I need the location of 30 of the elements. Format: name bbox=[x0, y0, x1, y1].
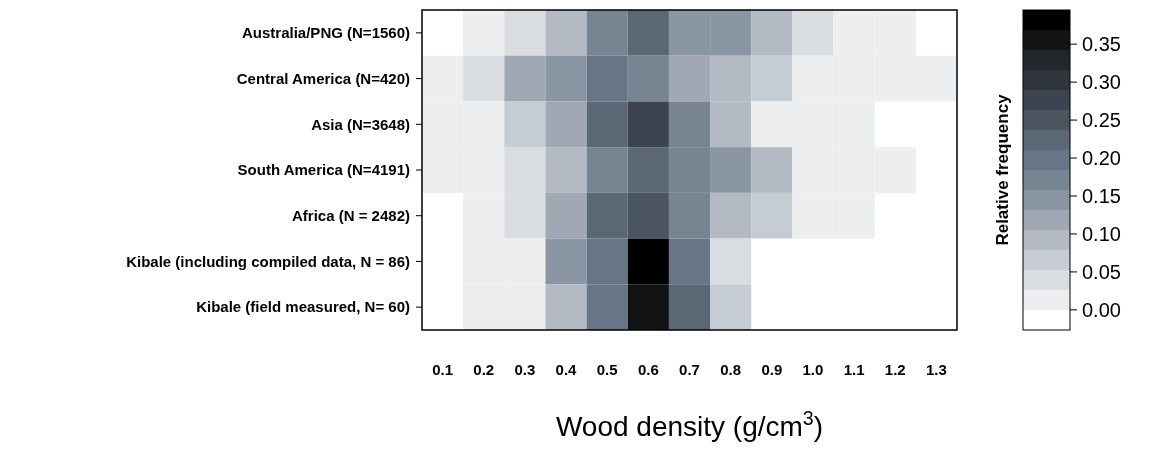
y-tick-label: Australia/PNG (N=1560) bbox=[242, 24, 410, 42]
x-tick-label: 0.7 bbox=[679, 361, 700, 378]
x-tick-label: 1.1 bbox=[843, 361, 865, 378]
color-bar-label: 0.25 bbox=[1082, 109, 1121, 132]
x-tick-label: 0.6 bbox=[637, 361, 659, 378]
x-tick-label: 1.0 bbox=[802, 361, 824, 378]
color-bar-label: 0.05 bbox=[1082, 260, 1121, 283]
x-tick-label: 0.1 bbox=[432, 361, 454, 378]
y-tick-label: South America (N=4191) bbox=[237, 161, 410, 179]
x-tick-label: 1.3 bbox=[925, 361, 947, 378]
x-tick-label: 0.2 bbox=[473, 361, 495, 378]
y-tick-label: Africa (N = 2482) bbox=[292, 206, 410, 224]
x-axis-title: Wood density (g/cm$^{3}$) bbox=[555, 407, 824, 442]
y-tick-label: Asia (N=3648) bbox=[311, 115, 410, 133]
x-tick-label: 1.2 bbox=[884, 361, 906, 378]
color-bar-label: 0.20 bbox=[1082, 147, 1121, 170]
color-bar-label: 0.30 bbox=[1082, 71, 1121, 94]
color-bar-label: 0.15 bbox=[1082, 185, 1121, 207]
y-tick-label: Kibale (field measured, N= 60) bbox=[196, 298, 410, 316]
color-bar-title: Relative frequency bbox=[993, 93, 1012, 246]
color-bar-label: 0.10 bbox=[1082, 222, 1121, 245]
color-bar-label: 0.35 bbox=[1082, 33, 1121, 56]
y-tick-label: Central America (N=420) bbox=[236, 69, 410, 87]
x-tick-label: 0.8 bbox=[720, 361, 742, 378]
y-tick-label: Kibale (including compiled data, N = 86) bbox=[126, 252, 410, 270]
color-bar-label: 0.00 bbox=[1082, 298, 1121, 321]
x-tick-label: 0.5 bbox=[596, 361, 618, 378]
x-tick-label: 0.3 bbox=[514, 361, 536, 378]
x-tick-label: 0.9 bbox=[761, 361, 783, 378]
x-tick-label: 0.4 bbox=[555, 361, 578, 378]
